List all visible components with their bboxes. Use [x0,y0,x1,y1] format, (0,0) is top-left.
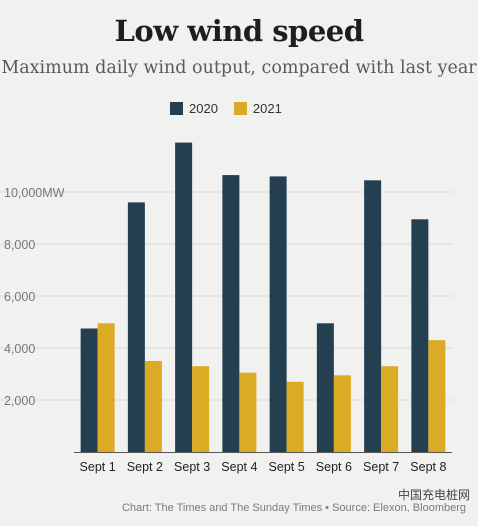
chart-footer: Chart: The Times and The Sunday Times • … [121,502,466,514]
bar-2021-sept-4 [239,372,257,452]
bar-2020-sept-1 [80,328,98,452]
legend-swatch-2020 [170,102,183,115]
legend: 2020 2021 [170,101,298,116]
x-tick-label: Sept 2 [127,460,163,474]
watermark: 中国充电桩网 [397,488,470,502]
bar-2020-sept-7 [364,180,382,453]
y-tick-label: 8,000 [4,238,35,252]
bar-2021-sept-7 [381,366,399,452]
y-tick-label: 6,000 [4,290,35,304]
chart-title: Low wind speed [114,14,364,48]
bar-2020-sept-4 [222,175,240,452]
legend-item-2021: 2021 [233,101,282,116]
x-tick-label: Sept 8 [410,460,446,474]
bar-2020-sept-3 [175,142,193,452]
chart-subtitle: Maximum daily wind output, compared with… [1,58,477,78]
x-tick-label: Sept 4 [221,460,257,474]
x-tick-label: Sept 6 [316,460,352,474]
x-tick-label: Sept 1 [80,460,116,474]
bar-2021-sept-3 [192,366,210,452]
bar-2020-sept-6 [316,323,334,452]
bar-2020-sept-8 [411,219,429,452]
x-tick-label: Sept 5 [269,460,305,474]
bar-2021-sept-5 [286,381,304,452]
legend-label-2020: 2020 [189,101,218,116]
legend-label-2021: 2021 [252,101,282,116]
x-tick-label: Sept 3 [174,460,210,474]
legend-swatch-2021 [233,102,247,115]
bar-2020-sept-2 [127,202,145,452]
y-tick-label: 2,000 [4,394,35,408]
x-tick-label: Sept 7 [363,460,399,474]
y-tick-label: 4,000 [4,342,35,356]
bar-2021-sept-1 [97,323,115,452]
bar-2020-sept-5 [269,176,287,452]
y-tick-label: 10,000MW [4,186,65,200]
bar-2021-sept-2 [144,361,162,452]
legend-item-2020: 2020 [170,101,218,116]
bar-2021-sept-8 [428,340,446,452]
bar-2021-sept-6 [333,375,351,452]
